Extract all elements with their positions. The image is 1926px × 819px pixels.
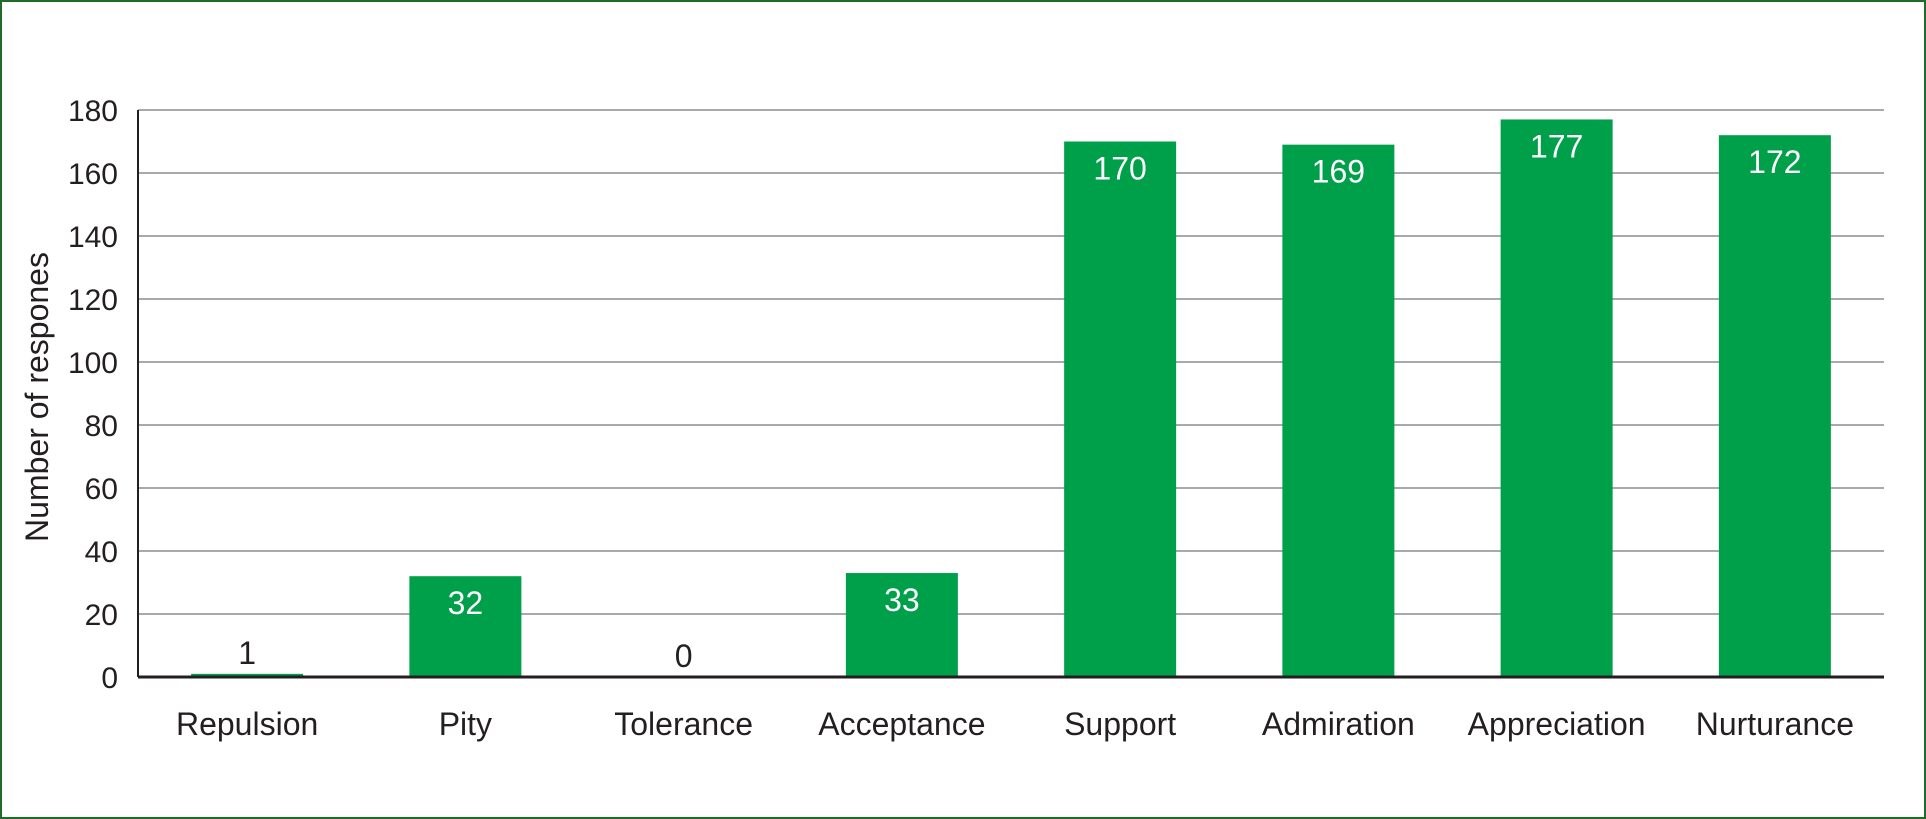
data-label: 33	[884, 582, 920, 618]
y-tick-label: 180	[68, 95, 118, 128]
data-label: 1	[238, 635, 256, 671]
bar-support	[1064, 141, 1177, 677]
bars	[191, 119, 1831, 677]
bar-repulsion	[191, 673, 304, 677]
y-tick-label: 40	[85, 536, 118, 569]
gridlines	[138, 109, 1884, 615]
data-labels: 1 32 0 33 170 169 177 172	[238, 128, 1801, 674]
x-tick-label: Tolerance	[614, 706, 753, 742]
y-tick-label: 20	[85, 599, 118, 632]
data-label: 170	[1093, 151, 1146, 187]
y-tick-label: 120	[68, 284, 118, 317]
bar-appreciation	[1500, 119, 1613, 677]
x-category-labels: Repulsion Pity Tolerance Acceptance Support A…	[176, 706, 1854, 742]
y-tick-label: 0	[101, 662, 118, 695]
x-tick-label: Pity	[439, 706, 492, 742]
data-label: 169	[1312, 154, 1365, 190]
x-tick-label: Support	[1064, 706, 1176, 742]
y-tick-label: 80	[85, 410, 118, 443]
y-tick-label: 160	[68, 158, 118, 191]
bar-nurturance	[1718, 135, 1831, 677]
y-axis-title: Number of respones	[19, 252, 55, 542]
x-tick-label: Repulsion	[176, 706, 318, 742]
y-tick-label: 140	[68, 221, 118, 254]
bar-pity	[409, 576, 522, 677]
data-label: 177	[1530, 128, 1583, 164]
y-tick-label: 60	[85, 473, 118, 506]
bar-admiration	[1282, 144, 1395, 677]
x-tick-label: Admiration	[1262, 706, 1415, 742]
data-label: 0	[675, 638, 693, 674]
data-label: 172	[1748, 144, 1801, 180]
x-tick-label: Appreciation	[1468, 706, 1646, 742]
x-tick-label: Acceptance	[818, 706, 985, 742]
x-tick-label: Nurturance	[1696, 706, 1854, 742]
data-label: 32	[448, 585, 484, 621]
axes	[137, 110, 1884, 679]
bar-acceptance	[845, 573, 958, 677]
y-tick-labels: 0 20 40 60 80 100 120 140 160 180	[68, 95, 118, 695]
y-tick-label: 100	[68, 347, 118, 380]
